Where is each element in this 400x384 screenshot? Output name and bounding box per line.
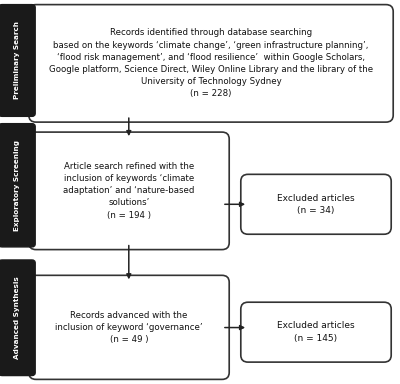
FancyBboxPatch shape [0, 260, 35, 376]
Text: Records advanced with the
inclusion of keyword ‘governance’
(n = 49 ): Records advanced with the inclusion of k… [55, 311, 203, 344]
Text: Excluded articles
(n = 34): Excluded articles (n = 34) [277, 194, 355, 215]
Text: Records identified through database searching
based on the keywords ‘climate cha: Records identified through database sear… [49, 28, 373, 98]
Text: Exploratory Screening: Exploratory Screening [14, 140, 20, 231]
FancyBboxPatch shape [29, 5, 393, 122]
FancyBboxPatch shape [29, 132, 229, 250]
Text: Article search refined with the
inclusion of keywords ‘climate
adaptation’ and ‘: Article search refined with the inclusio… [63, 162, 195, 220]
Text: Excluded articles
(n = 145): Excluded articles (n = 145) [277, 321, 355, 343]
FancyBboxPatch shape [29, 275, 229, 379]
FancyBboxPatch shape [0, 5, 35, 116]
FancyBboxPatch shape [241, 174, 391, 234]
FancyBboxPatch shape [0, 124, 35, 247]
Text: Preliminary Search: Preliminary Search [14, 22, 20, 99]
FancyBboxPatch shape [241, 302, 391, 362]
Text: Advanced Synthesis: Advanced Synthesis [14, 276, 20, 359]
